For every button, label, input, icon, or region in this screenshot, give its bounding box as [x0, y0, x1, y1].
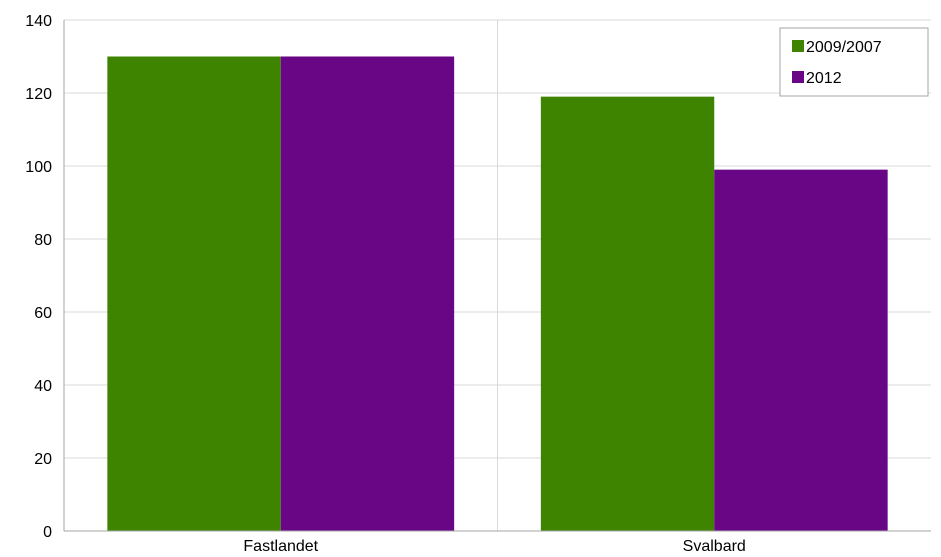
legend-swatch	[792, 71, 804, 83]
legend-swatch	[792, 40, 804, 52]
y-tick-label: 100	[25, 159, 52, 176]
y-tick-label: 140	[25, 13, 52, 30]
axes	[63, 20, 931, 532]
x-category-label: Svalbard	[683, 538, 746, 555]
legend-box	[779, 27, 929, 97]
legend-label: 2012	[806, 70, 842, 87]
bar-2012-Fastlandet	[280, 56, 455, 531]
bar-2012-Svalbard	[714, 169, 888, 531]
bar-2009/2007-Fastlandet	[107, 56, 281, 531]
x-category-label: Fastlandet	[243, 538, 318, 555]
legend: 2009/2007 2012	[779, 27, 929, 97]
y-axis-ticks: 0 20 40 60 80 100 120 140	[25, 13, 52, 541]
y-tick-label: 120	[25, 86, 52, 103]
bar-2009/2007-Svalbard	[540, 96, 715, 532]
y-tick-label: 0	[43, 524, 52, 541]
bars	[107, 56, 888, 532]
y-tick-label: 20	[34, 451, 52, 468]
y-tick-label: 80	[34, 232, 52, 249]
legend-label: 2009/2007	[806, 39, 882, 56]
y-tick-label: 40	[34, 378, 52, 395]
x-axis-labels: Fastlandet Svalbard	[243, 538, 745, 555]
y-tick-label: 60	[34, 305, 52, 322]
